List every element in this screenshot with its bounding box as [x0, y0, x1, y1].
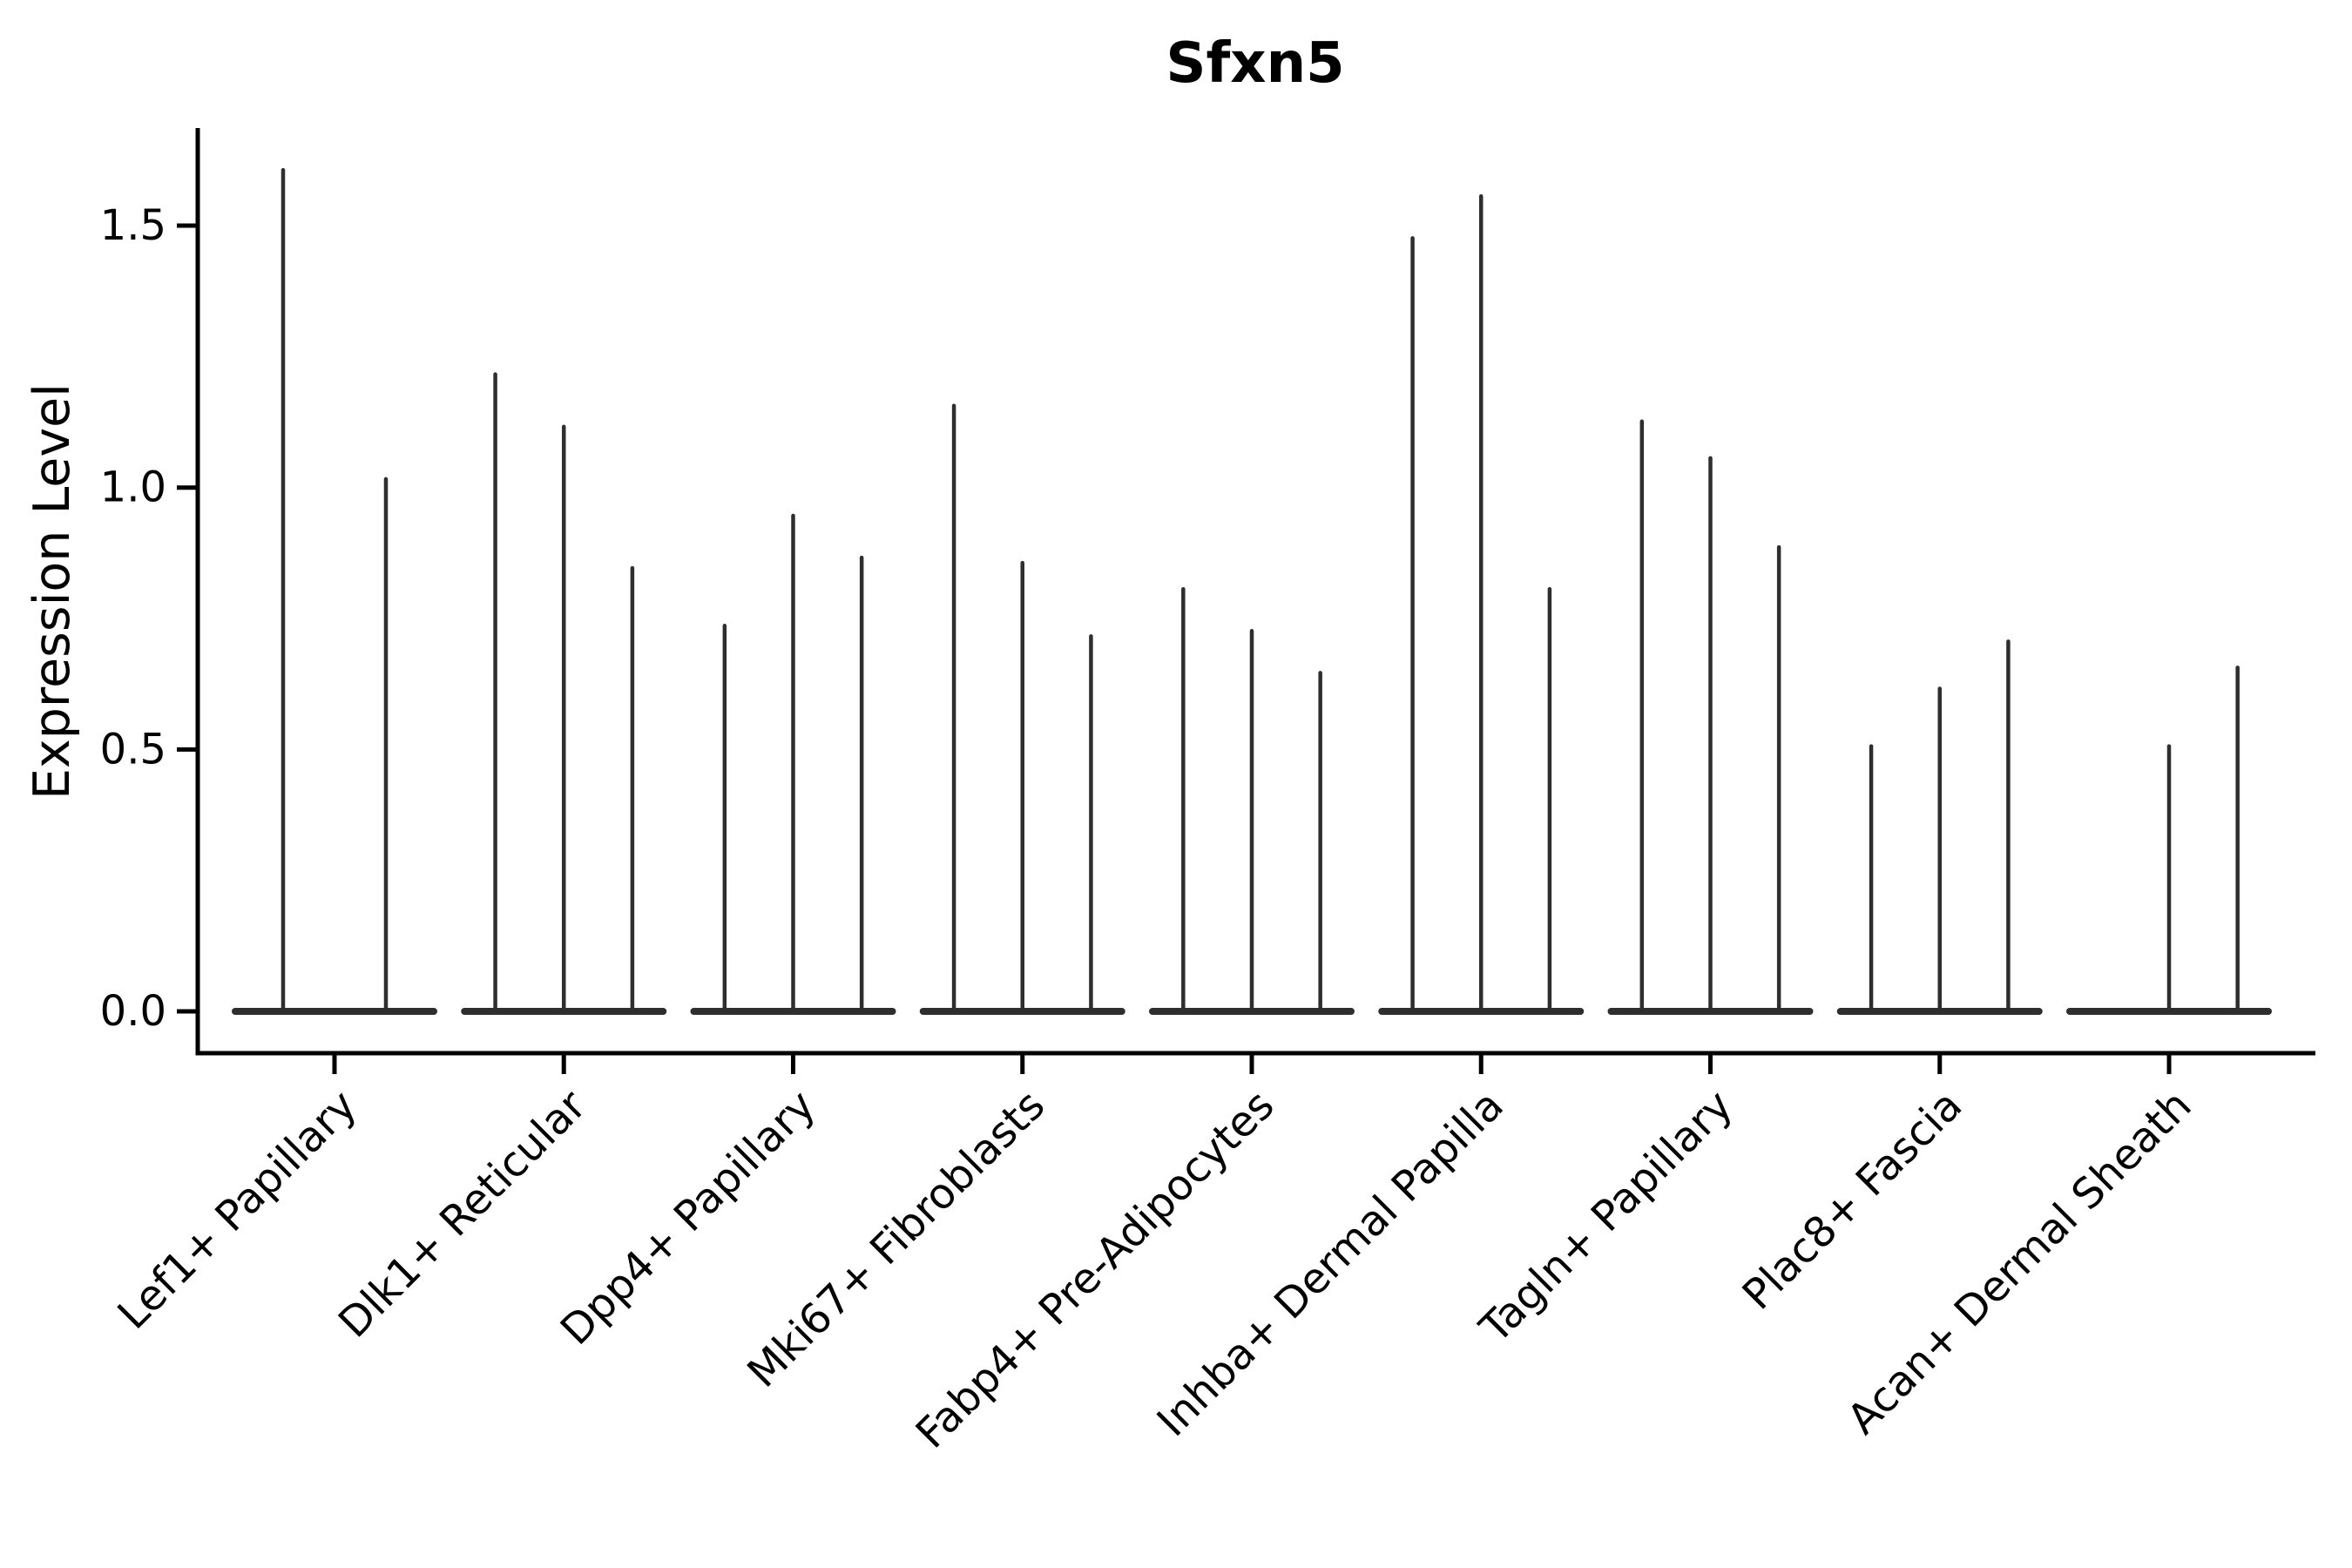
- chart-title: Sfxn5: [1166, 31, 1345, 96]
- x-tick-label: Lef1+ Papillary: [109, 1081, 367, 1339]
- y-tick-label: 0.0: [100, 987, 166, 1036]
- y-tick-label: 1.5: [100, 201, 166, 250]
- x-tick-label: Dpp4+ Papillary: [551, 1081, 825, 1355]
- x-tick-label: Tagln+ Papillary: [1470, 1081, 1742, 1353]
- y-tick-label: 1.0: [100, 463, 166, 512]
- y-tick-label: 0.5: [100, 725, 166, 774]
- violin-base: [232, 1008, 437, 1015]
- x-tick-label: Dlk1+ Reticular: [329, 1081, 596, 1348]
- x-tick-label: Plac8+ Fascia: [1734, 1081, 1972, 1320]
